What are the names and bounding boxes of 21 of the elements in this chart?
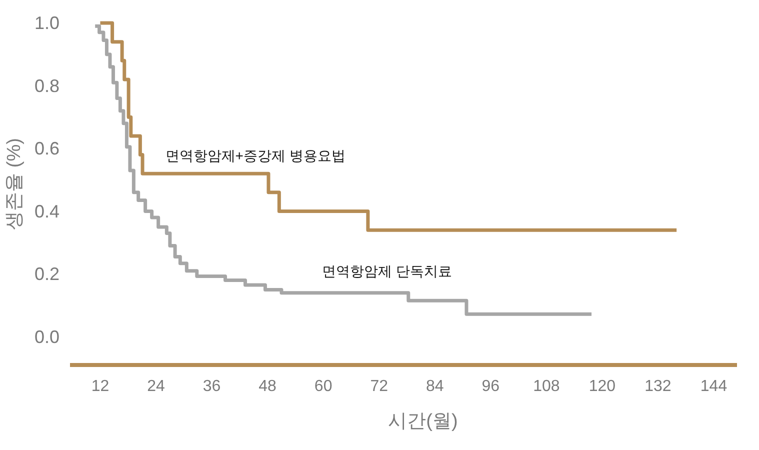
y-tick-label: 0.4 xyxy=(34,201,60,222)
x-axis-title: 시간(월) xyxy=(388,411,458,432)
x-tick-label: 96 xyxy=(482,378,500,395)
x-tick-label: 24 xyxy=(147,378,165,395)
x-tick-label: 132 xyxy=(644,378,672,395)
x-tick-label: 108 xyxy=(533,378,560,395)
x-tick-label: 84 xyxy=(426,378,444,395)
y-tick-label: 0.2 xyxy=(34,264,60,284)
x-tick-label: 72 xyxy=(370,378,388,395)
x-tick-label: 48 xyxy=(258,378,277,395)
y-tick-label: 1.0 xyxy=(34,13,60,33)
y-axis-title: 생존율 (%) xyxy=(4,138,25,230)
x-tick-label: 12 xyxy=(91,378,110,395)
x-tick-label: 144 xyxy=(700,378,728,395)
x-tick-label: 120 xyxy=(588,378,616,395)
y-tick-label: 0.8 xyxy=(34,76,60,96)
y-tick-label: 0.0 xyxy=(34,326,60,347)
x-tick-label: 60 xyxy=(314,378,332,395)
y-tick-label: 0.6 xyxy=(34,138,60,159)
x-tick-label: 36 xyxy=(202,378,221,395)
series-label: 면역항암제 단독치료 xyxy=(322,262,452,279)
